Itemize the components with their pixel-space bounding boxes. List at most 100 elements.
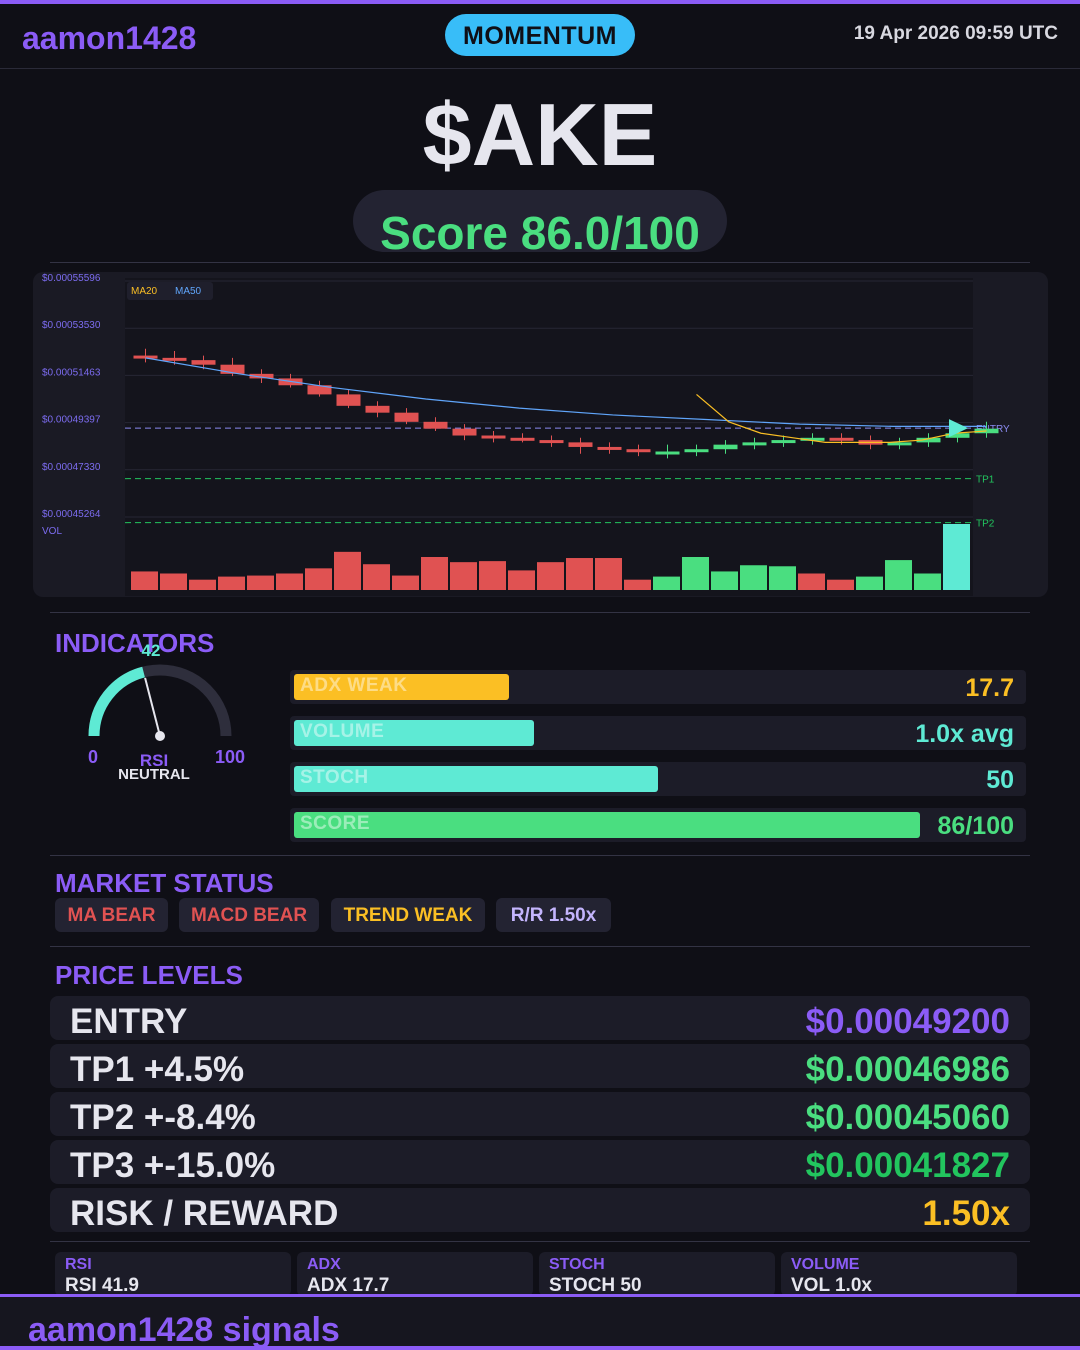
stat-box-rsi: RSI RSI 41.9 [55, 1252, 291, 1296]
volume-bar [740, 565, 767, 590]
score-text: Score 86.0/100 [380, 207, 700, 259]
volume-bar [363, 564, 390, 590]
volume-bar [131, 571, 158, 590]
volume-bar [711, 571, 738, 590]
indicator-bar-fill [294, 766, 658, 792]
stat-heading: VOLUME [791, 1256, 860, 1273]
candle-body [336, 394, 361, 406]
price-tick-label: $0.00049397 [42, 415, 101, 426]
candle-body [945, 433, 970, 438]
rsi-value-label: 42 [142, 641, 161, 660]
level-label-tp2: TP2 [976, 519, 995, 530]
volume-bar [653, 576, 680, 590]
price-level-label: RISK / REWARD [70, 1194, 339, 1233]
candle-body [133, 355, 158, 359]
volume-bar [827, 579, 854, 590]
volume-bar [537, 562, 564, 590]
volume-bar [885, 560, 912, 590]
stat-value: ADX 17.7 [307, 1275, 390, 1296]
volume-bar [624, 579, 651, 590]
indicator-bar-fill [294, 720, 535, 746]
divider [50, 612, 1030, 613]
price-level-row: TP2 +-8.4% $0.00045060 [50, 1092, 1030, 1137]
volume-bar [914, 573, 941, 590]
candle-body [220, 364, 245, 374]
price-tick-label: $0.00051463 [42, 367, 101, 378]
candle-body [423, 421, 448, 429]
divider [50, 1241, 1030, 1242]
gauge-min-label: 0 [88, 747, 98, 767]
indicators-title: INDICATORS [55, 628, 215, 658]
entry-arrow-icon [949, 419, 968, 438]
ma20-line [696, 393, 987, 443]
timestamp: 19 Apr 2026 09:59 UTC [853, 23, 1058, 44]
candle-body [510, 437, 535, 441]
price-level-label: ENTRY [70, 1002, 188, 1041]
indicator-bar-value: 86/100 [937, 812, 1014, 840]
stat-value: RSI 41.9 [65, 1275, 139, 1296]
candle-body [771, 440, 796, 444]
price-level-row: ENTRY $0.00049200 [50, 996, 1030, 1041]
brand-name: aamon1428 [22, 20, 197, 56]
candle-body [626, 449, 651, 453]
candle-body [655, 451, 680, 455]
candle-body [800, 437, 825, 441]
candle-body [713, 444, 738, 450]
volume-bar [508, 570, 535, 590]
ticker-symbol: $AKE [422, 85, 658, 184]
price-level-label: TP1 +4.5% [70, 1050, 245, 1089]
status-tag: MA BEAR [55, 898, 168, 932]
candle-body [249, 373, 274, 379]
candle-body [307, 385, 332, 395]
price-level-value: $0.00045060 [805, 1098, 1010, 1137]
candle-body [162, 357, 187, 361]
price-level-value: 1.50x [922, 1194, 1010, 1233]
indicator-bar-fill [294, 674, 509, 700]
stat-heading: ADX [307, 1256, 341, 1273]
volume-bar [682, 557, 709, 590]
indicator-bar-score: SCORE 86/100 [290, 808, 1026, 842]
status-tag: R/R 1.50x [496, 898, 611, 932]
volume-bar [856, 576, 883, 590]
price-levels-title: PRICE LEVELS [55, 960, 243, 990]
indicator-bar-adx: ADX WEAK 17.7 [290, 670, 1026, 704]
price-chart-panel: $0.00055596 $0.00053530 $0.00051463 $0.0004… [33, 272, 1048, 597]
price-tick-label: $0.00053530 [42, 320, 101, 331]
candle-body [684, 449, 709, 453]
price-level-label: TP3 +-15.0% [70, 1146, 276, 1185]
candle-body [365, 405, 390, 413]
price-level-row: TP3 +-15.0% $0.00041827 [50, 1140, 1030, 1185]
indicator-bar-label: VOLUME [300, 721, 385, 742]
ma50-line [145, 357, 987, 427]
stat-value: VOL 1.0x [791, 1275, 872, 1296]
stat-heading: RSI [65, 1256, 92, 1273]
candle-body [394, 412, 419, 422]
volume-bar [479, 561, 506, 590]
volume-bar [769, 566, 796, 590]
footer: aamon1428 signals [0, 1294, 1080, 1350]
rsi-state-label: NEUTRAL [118, 766, 190, 783]
volume-bar [189, 579, 216, 590]
candle-body [916, 437, 941, 443]
stat-box-volume: VOLUME VOL 1.0x [781, 1252, 1017, 1296]
gauge-pivot [155, 731, 165, 741]
strategy-badge: MOMENTUM [445, 14, 635, 56]
indicator-bar-stoch: STOCH 50 [290, 762, 1026, 796]
chart-legend [127, 282, 213, 300]
volume-bar [566, 558, 593, 590]
gauge-max-label: 100 [215, 747, 245, 767]
volume-axis-label: VOL [42, 526, 62, 537]
price-level-value: $0.00046986 [805, 1050, 1010, 1089]
candle-body [191, 360, 216, 365]
volume-bar [247, 575, 274, 590]
candle-body [887, 442, 912, 446]
status-tag: TREND WEAK [331, 898, 485, 932]
candle-body [452, 428, 477, 436]
indicator-bar-label: SCORE [300, 813, 371, 834]
candle-body [742, 442, 767, 446]
volume-bar [305, 568, 332, 590]
price-level-label: TP2 +-8.4% [70, 1098, 256, 1137]
indicator-bar-label: ADX WEAK [300, 675, 408, 696]
price-level-value: $0.00041827 [805, 1146, 1010, 1185]
